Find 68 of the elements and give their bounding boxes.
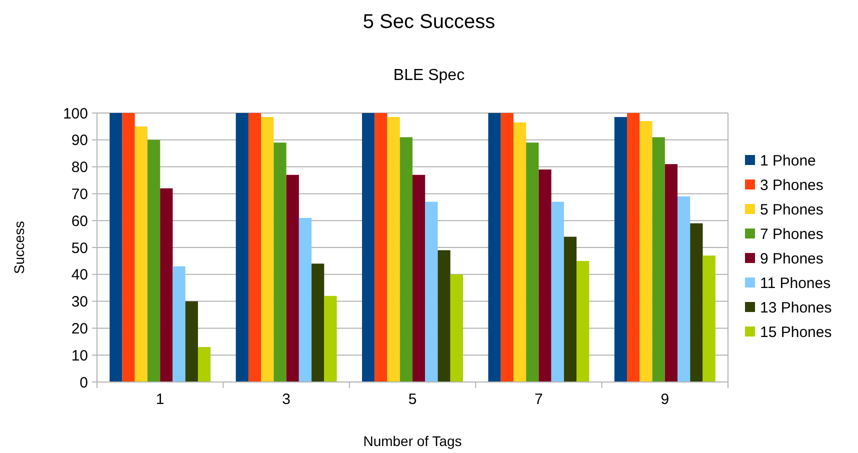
bar bbox=[678, 196, 690, 382]
bar bbox=[110, 113, 122, 382]
bar bbox=[488, 113, 501, 382]
bar bbox=[248, 113, 262, 382]
bar bbox=[172, 266, 186, 382]
bar bbox=[564, 236, 577, 382]
legend-label: 7 Phones bbox=[760, 226, 824, 243]
bar bbox=[652, 137, 665, 382]
bar bbox=[538, 169, 552, 382]
bar bbox=[576, 260, 590, 382]
x-tick-label: 5 bbox=[408, 391, 417, 408]
bar bbox=[198, 347, 211, 382]
y-tick-label: 10 bbox=[71, 347, 88, 364]
legend-label: 5 Phones bbox=[760, 201, 824, 218]
bar bbox=[324, 296, 337, 382]
bar bbox=[147, 140, 160, 382]
bar bbox=[526, 142, 539, 382]
bar bbox=[425, 202, 438, 382]
bar bbox=[614, 117, 628, 382]
y-tick-label: 40 bbox=[71, 266, 88, 284]
y-tick-label: 50 bbox=[71, 240, 88, 257]
y-tick-label: 80 bbox=[71, 159, 88, 176]
bar bbox=[274, 142, 286, 382]
bar bbox=[400, 137, 412, 382]
bar bbox=[702, 256, 716, 382]
bar bbox=[261, 117, 274, 382]
bar bbox=[412, 174, 426, 382]
bar bbox=[551, 202, 564, 382]
x-tick-label: 9 bbox=[660, 391, 670, 408]
bar bbox=[500, 113, 514, 382]
bar bbox=[640, 121, 652, 382]
bar bbox=[185, 301, 198, 382]
y-tick-label: 100 bbox=[62, 105, 88, 122]
bar bbox=[690, 223, 703, 382]
y-axis-title: Success bbox=[11, 221, 27, 274]
x-tick-label: 3 bbox=[282, 391, 290, 408]
y-tick-label: 30 bbox=[71, 294, 88, 311]
bar bbox=[664, 164, 678, 382]
bar bbox=[122, 113, 135, 382]
legend-label: 15 Phones bbox=[760, 324, 832, 341]
legend-label: 3 Phones bbox=[760, 176, 824, 194]
bar bbox=[438, 250, 450, 382]
bar bbox=[298, 218, 312, 382]
y-tick-label: 60 bbox=[71, 212, 88, 230]
chart-title: 5 Sec Success bbox=[362, 11, 496, 33]
y-tick-label: 70 bbox=[71, 186, 88, 203]
legend-label: 9 Phones bbox=[760, 250, 824, 268]
y-tick-label: 20 bbox=[71, 320, 88, 338]
bar bbox=[450, 274, 463, 382]
bar bbox=[513, 122, 526, 382]
legend-label: 11 Phones bbox=[760, 274, 831, 292]
x-tick-label: 1 bbox=[156, 391, 164, 408]
bar bbox=[286, 174, 299, 382]
legend-label: 1 Phone bbox=[760, 152, 816, 170]
bar bbox=[312, 264, 324, 382]
chart-subtitle: BLE Spec bbox=[393, 67, 465, 84]
bar bbox=[160, 188, 173, 382]
bar bbox=[362, 113, 375, 382]
y-tick-label: 90 bbox=[71, 132, 88, 150]
x-tick-label: 7 bbox=[534, 391, 543, 408]
bar bbox=[627, 113, 640, 382]
bar bbox=[374, 113, 388, 382]
bar bbox=[134, 126, 148, 382]
legend-label: 13 Phones bbox=[760, 299, 832, 316]
x-axis-title: Number of Tags bbox=[363, 433, 462, 449]
bar bbox=[387, 117, 400, 382]
bar bbox=[236, 113, 248, 382]
y-tick-label: 0 bbox=[80, 374, 88, 392]
